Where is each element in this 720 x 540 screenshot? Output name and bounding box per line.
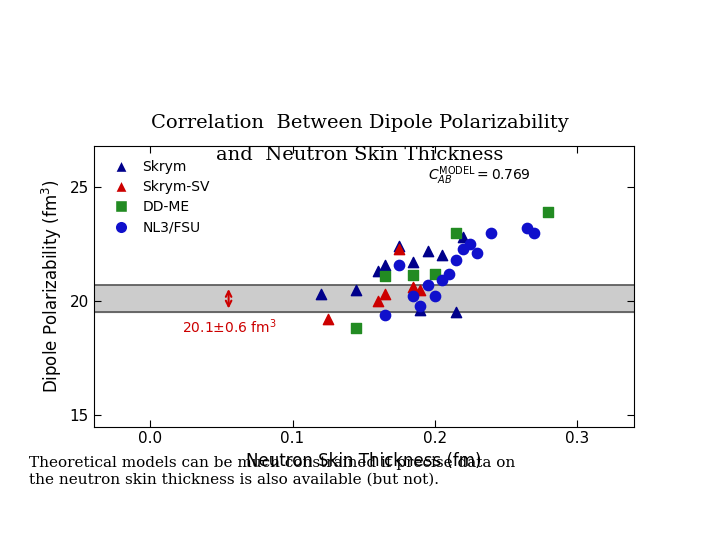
Point bbox=[543, 208, 554, 217]
Point bbox=[415, 301, 426, 310]
Point bbox=[408, 258, 419, 267]
Legend: Skrym, Skrym-SV, DD-ME, NL3/FSU: Skrym, Skrym-SV, DD-ME, NL3/FSU bbox=[101, 153, 217, 241]
Point bbox=[315, 290, 327, 299]
Point bbox=[528, 228, 540, 237]
Point bbox=[379, 272, 391, 280]
Point bbox=[393, 260, 405, 269]
Text: and  Neutron Skin Thickness: and Neutron Skin Thickness bbox=[216, 146, 504, 164]
Point bbox=[408, 283, 419, 292]
Point bbox=[457, 244, 469, 253]
X-axis label: Neutron Skin Thickness (fm): Neutron Skin Thickness (fm) bbox=[246, 452, 482, 470]
Point bbox=[379, 260, 391, 269]
Point bbox=[323, 315, 334, 323]
Point bbox=[351, 324, 362, 333]
Point bbox=[372, 267, 384, 276]
Bar bbox=[94, 285, 634, 313]
Point bbox=[443, 269, 454, 278]
Point bbox=[450, 228, 462, 237]
Point bbox=[436, 251, 448, 260]
Point bbox=[422, 281, 433, 289]
Point bbox=[450, 255, 462, 264]
Point bbox=[372, 296, 384, 305]
Point bbox=[393, 242, 405, 251]
Point bbox=[521, 224, 533, 232]
Point bbox=[486, 228, 498, 237]
Point bbox=[351, 285, 362, 294]
Point bbox=[450, 308, 462, 317]
Point bbox=[422, 246, 433, 255]
Text: $C_{AB}^{\mathrm{MODEL}} = 0.769$: $C_{AB}^{\mathrm{MODEL}} = 0.769$ bbox=[428, 165, 531, 187]
Text: Correlation  Between Dipole Polarizability: Correlation Between Dipole Polarizabilit… bbox=[151, 114, 569, 132]
Point bbox=[436, 276, 448, 285]
Point bbox=[379, 290, 391, 299]
Point bbox=[472, 249, 483, 258]
Y-axis label: Dipole Polarizability (fm$^3$): Dipole Polarizability (fm$^3$) bbox=[40, 179, 64, 393]
Point bbox=[393, 244, 405, 253]
Point bbox=[415, 306, 426, 314]
Point bbox=[408, 292, 419, 301]
Text: 20.1±0.6 fm$^3$: 20.1±0.6 fm$^3$ bbox=[181, 318, 276, 336]
Point bbox=[464, 240, 476, 248]
Point bbox=[379, 310, 391, 319]
Text: Theoretical models can be much constrained if precise data on
the neutron skin t: Theoretical models can be much constrain… bbox=[29, 456, 515, 487]
Point bbox=[408, 271, 419, 279]
Point bbox=[429, 292, 441, 301]
Point bbox=[457, 233, 469, 241]
Point bbox=[429, 269, 441, 278]
Point bbox=[415, 285, 426, 294]
